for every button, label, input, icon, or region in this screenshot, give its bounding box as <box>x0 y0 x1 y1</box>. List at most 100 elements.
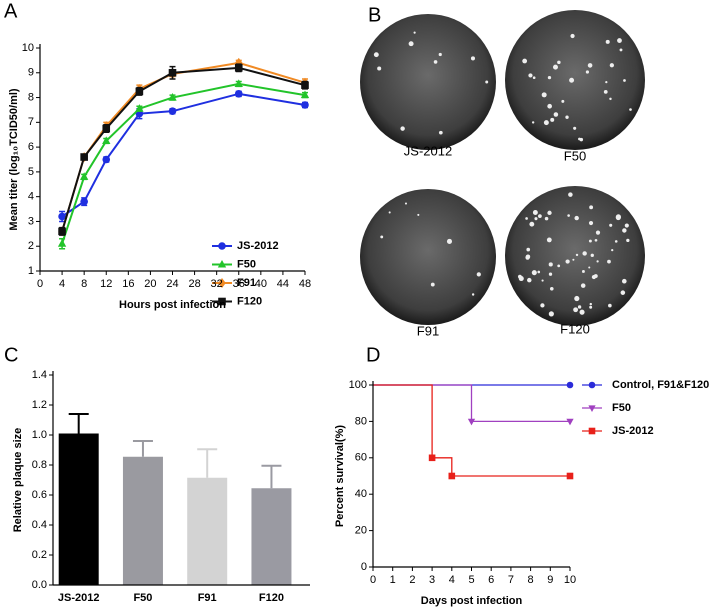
marker <box>588 405 596 412</box>
error-bar <box>197 448 218 478</box>
plaque <box>573 126 577 130</box>
y-tick-label: 10 <box>22 42 34 54</box>
x-tick-label: 0 <box>370 574 376 586</box>
marker <box>102 136 111 144</box>
x-tick-label: 36 <box>233 278 245 290</box>
plaque-dish <box>505 186 645 326</box>
y-tick-label: 80 <box>355 415 367 427</box>
plaque <box>438 52 442 57</box>
x-tick-label: 16 <box>122 278 134 290</box>
plaque <box>538 214 542 218</box>
x-tick-label: 8 <box>81 278 87 290</box>
marker <box>428 454 436 462</box>
x-tick-label: F120 <box>259 592 284 604</box>
plaque <box>595 230 601 235</box>
plaque <box>547 210 552 216</box>
x-tick-label: 2 <box>409 574 415 586</box>
plaque <box>553 112 559 117</box>
plaque <box>547 103 552 109</box>
marker <box>448 472 456 480</box>
marker <box>58 212 66 221</box>
plaque <box>569 77 575 83</box>
x-tick-label: 0 <box>37 278 43 290</box>
y-tick-label: 5 <box>28 166 34 178</box>
marker <box>566 472 574 480</box>
plaque <box>548 272 553 276</box>
y-axis-title: Mean titer (log₁₀TCID50/ml) <box>8 88 20 230</box>
plaque <box>621 278 627 284</box>
y-tick-label: 8 <box>28 91 34 103</box>
marker <box>102 155 111 164</box>
marker <box>234 90 243 98</box>
plaque <box>544 216 549 221</box>
marker <box>566 418 574 426</box>
plaque <box>531 121 535 124</box>
plaque <box>624 223 629 228</box>
plaque <box>596 260 599 263</box>
plaque <box>417 213 420 216</box>
plaque <box>531 270 537 276</box>
x-tick-label: 6 <box>488 574 494 586</box>
y-tick-label: 3 <box>28 215 34 227</box>
marker <box>588 381 596 389</box>
plaque <box>593 274 598 279</box>
plaque <box>377 66 382 71</box>
x-axis-title: Days post infection <box>421 595 523 607</box>
marker <box>217 259 227 268</box>
y-tick-label: 1.0 <box>32 429 47 441</box>
plaque <box>578 137 581 141</box>
x-tick-label: 10 <box>564 574 576 586</box>
plaque <box>589 302 592 306</box>
x-tick-label: 40 <box>255 278 267 290</box>
y-tick-label: 4 <box>28 191 34 203</box>
legend-label: JS-2012 <box>612 425 654 437</box>
plaque <box>575 253 579 257</box>
plaque <box>609 63 614 68</box>
panel-label: B <box>368 4 381 26</box>
plaque <box>570 33 575 39</box>
plaque-dish <box>360 189 496 325</box>
legend-label: F50 <box>237 258 256 270</box>
plaque <box>547 75 552 80</box>
plaque <box>550 117 555 122</box>
plaque <box>525 217 528 220</box>
marker <box>57 239 67 247</box>
x-tick-label: 32 <box>211 278 223 290</box>
legend-label: F50 <box>612 402 631 414</box>
plaque <box>522 58 528 64</box>
error-bar <box>132 440 153 457</box>
plaque <box>574 215 579 221</box>
y-tick-label: 0.0 <box>32 579 47 591</box>
plaque <box>582 251 587 256</box>
plaque <box>532 210 538 215</box>
x-tick-label: 8 <box>528 574 534 586</box>
plaque <box>574 295 580 302</box>
plaque <box>581 270 585 273</box>
x-tick-label: 4 <box>59 278 65 290</box>
marker <box>102 124 111 133</box>
plaque <box>588 220 594 226</box>
plaque <box>540 303 545 308</box>
plaque <box>623 79 626 82</box>
plaque <box>588 239 592 243</box>
plaque-dish <box>360 14 496 150</box>
x-tick-label: F91 <box>198 592 217 604</box>
series-line <box>61 66 306 232</box>
plaque <box>622 228 627 233</box>
plaque-label: F120 <box>560 321 590 336</box>
plaque <box>609 223 613 227</box>
y-tick-label: 0.2 <box>32 549 47 561</box>
y-tick-label: 100 <box>349 379 367 391</box>
y-tick-label: 2 <box>28 240 34 252</box>
plaque <box>579 309 585 315</box>
plaque <box>438 130 443 135</box>
plaque <box>553 64 558 70</box>
plaque <box>373 52 379 58</box>
x-tick-label: 3 <box>429 574 435 586</box>
plaque <box>585 70 589 74</box>
plaque <box>541 92 547 98</box>
x-tick-label: 7 <box>508 574 514 586</box>
marker <box>168 92 177 101</box>
plaque <box>526 247 531 252</box>
plaque <box>603 89 608 94</box>
